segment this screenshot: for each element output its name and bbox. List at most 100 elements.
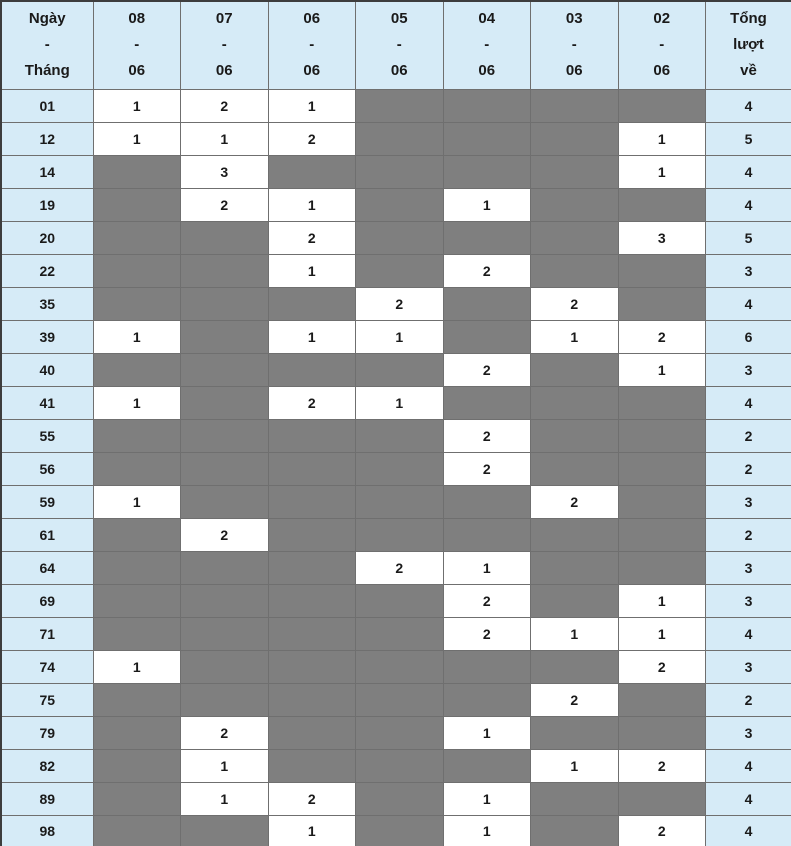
table-row: 69 2 1 3 (0, 583, 791, 618)
empty-cell (355, 121, 444, 156)
table-row: 98 1 1 2 4 (0, 814, 791, 846)
empty-cell (355, 781, 444, 816)
count-cell: 1 (92, 319, 181, 354)
day-label-cell: 20 (0, 220, 94, 255)
count-cell: 2 (442, 451, 531, 486)
count-cell: 2 (180, 715, 269, 750)
empty-cell (530, 451, 619, 486)
day-label-cell: 59 (0, 484, 94, 519)
empty-cell (180, 583, 269, 618)
empty-cell (267, 583, 356, 618)
table-row: 71 2 1 1 4 (0, 616, 791, 651)
empty-cell (355, 220, 444, 255)
empty-cell (267, 418, 356, 453)
total-cell: 3 (705, 253, 791, 288)
table-row: 39 1 1 1 1 2 6 (0, 319, 791, 354)
day-label-cell: 14 (0, 154, 94, 189)
day-label-cell: 75 (0, 682, 94, 717)
day-label-cell: 71 (0, 616, 94, 651)
empty-cell (530, 352, 619, 387)
header-line: 06 (565, 62, 583, 80)
header-line: Tháng (24, 62, 70, 80)
empty-cell (355, 616, 444, 651)
count-cell: 2 (267, 781, 356, 816)
empty-cell (92, 517, 181, 552)
day-label-cell: 64 (0, 550, 94, 585)
header-line: - (44, 36, 50, 54)
header-line: lượt (733, 36, 764, 54)
table-row: 41 1 2 1 4 (0, 385, 791, 420)
table-row: 20 2 3 5 (0, 220, 791, 255)
day-label-cell: 56 (0, 451, 94, 486)
date-column-header: 03 - 06 (530, 0, 619, 90)
count-cell: 3 (617, 220, 706, 255)
day-label-cell: 01 (0, 88, 94, 123)
table-row: 59 1 2 3 (0, 484, 791, 519)
total-cell: 4 (705, 286, 791, 321)
count-cell: 1 (355, 319, 444, 354)
header-line: 06 (303, 10, 321, 28)
empty-cell (267, 286, 356, 321)
count-cell: 1 (180, 121, 269, 156)
empty-cell (442, 748, 531, 783)
empty-cell (92, 616, 181, 651)
empty-cell (92, 220, 181, 255)
empty-cell (92, 583, 181, 618)
count-cell: 2 (442, 418, 531, 453)
empty-cell (530, 814, 619, 846)
header-line: về (740, 62, 757, 80)
table-row: 14 3 1 4 (0, 154, 791, 189)
empty-cell (267, 154, 356, 189)
date-column-header: 02 - 06 (617, 0, 706, 90)
header-line: - (221, 36, 227, 54)
count-cell: 1 (267, 187, 356, 222)
count-cell: 1 (92, 121, 181, 156)
empty-cell (530, 517, 619, 552)
count-cell: 2 (442, 253, 531, 288)
empty-cell (617, 781, 706, 816)
empty-cell (617, 682, 706, 717)
empty-cell (442, 220, 531, 255)
count-cell: 2 (355, 550, 444, 585)
empty-cell (617, 253, 706, 288)
count-cell: 2 (355, 286, 444, 321)
empty-cell (355, 748, 444, 783)
day-label-cell: 19 (0, 187, 94, 222)
total-column-header: Tổng lượt về (705, 0, 791, 90)
date-column-header: 05 - 06 (355, 0, 444, 90)
count-cell: 1 (442, 550, 531, 585)
empty-cell (530, 220, 619, 255)
empty-cell (267, 649, 356, 684)
count-cell: 2 (442, 352, 531, 387)
empty-cell (92, 550, 181, 585)
header-line: 03 (565, 10, 583, 28)
count-cell: 2 (267, 385, 356, 420)
empty-cell (355, 418, 444, 453)
total-cell: 3 (705, 550, 791, 585)
day-label-cell: 69 (0, 583, 94, 618)
count-cell: 2 (530, 286, 619, 321)
empty-cell (442, 121, 531, 156)
count-cell: 2 (617, 319, 706, 354)
empty-cell (267, 616, 356, 651)
empty-cell (355, 814, 444, 846)
header-line: 06 (215, 62, 233, 80)
date-column-header: 06 - 06 (267, 0, 356, 90)
table-row: 64 2 1 3 (0, 550, 791, 585)
empty-cell (92, 748, 181, 783)
empty-cell (355, 517, 444, 552)
count-cell: 1 (267, 253, 356, 288)
empty-cell (442, 319, 531, 354)
empty-cell (355, 649, 444, 684)
count-cell: 1 (442, 814, 531, 846)
total-cell: 2 (705, 418, 791, 453)
empty-cell (617, 88, 706, 123)
count-cell: 1 (180, 748, 269, 783)
count-cell: 2 (180, 517, 269, 552)
day-label-cell: 12 (0, 121, 94, 156)
header-line: Ngày (28, 10, 66, 28)
count-cell: 1 (442, 187, 531, 222)
empty-cell (267, 451, 356, 486)
count-cell: 2 (442, 616, 531, 651)
